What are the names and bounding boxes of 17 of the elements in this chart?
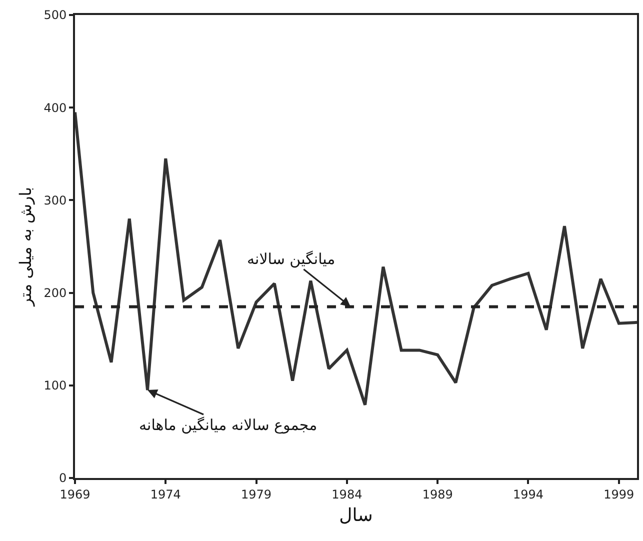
x-tick-label: 1984 bbox=[332, 487, 362, 502]
y-tick-label: 300 bbox=[44, 193, 67, 208]
x-tick-label: 1979 bbox=[241, 487, 272, 502]
y-tick-label: 400 bbox=[44, 100, 67, 115]
annotation: مجموع سالانه میانگین ماهانه bbox=[139, 416, 318, 434]
x-axis-title: سال bbox=[339, 505, 373, 526]
x-tick-label: 1969 bbox=[60, 487, 90, 502]
annotation: میانگین سالانه bbox=[247, 250, 336, 268]
y-tick-label: 0 bbox=[58, 471, 67, 486]
y-tick-label: 200 bbox=[44, 286, 67, 300]
x-tick-label: 1994 bbox=[512, 487, 544, 502]
y-tick-label: 500 bbox=[44, 8, 67, 22]
x-tick-label: 1999 bbox=[604, 487, 634, 502]
x-tick-label: 1974 bbox=[150, 487, 181, 502]
y-tick-label: 100 bbox=[44, 378, 67, 393]
y-axis-title: بارش به میلی متر bbox=[16, 186, 36, 308]
x-tick-label: 1989 bbox=[422, 487, 453, 502]
